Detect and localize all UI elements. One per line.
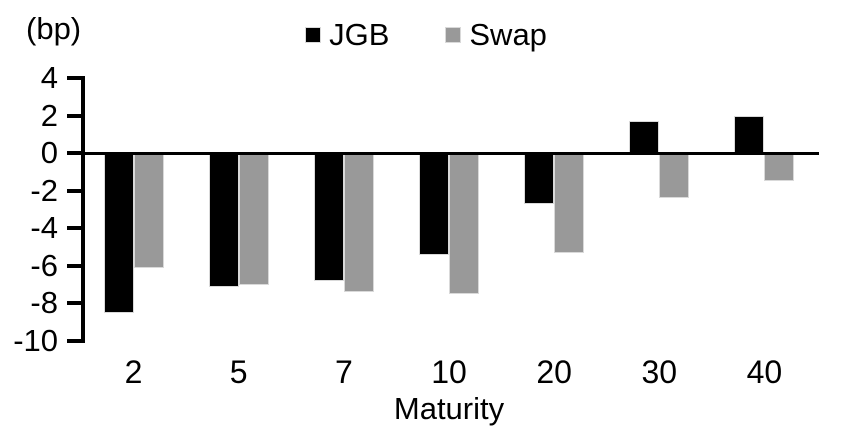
y-tick-mark [67, 113, 81, 118]
x-category-label: 10 [431, 354, 467, 390]
bar-swap-7 [343, 153, 374, 293]
legend-label-swap: Swap [469, 17, 547, 52]
bar-jgb-20 [524, 153, 555, 204]
legend: JGB Swap [0, 18, 852, 52]
legend-swatch-jgb-icon [305, 27, 322, 43]
x-category-label: 30 [641, 354, 678, 390]
y-tick-label: 4 [40, 60, 58, 95]
legend-label-jgb: JGB [329, 17, 390, 52]
x-category-label: 20 [536, 354, 572, 390]
legend-item-swap: Swap [445, 18, 547, 52]
y-axis-unit-label: (bp) [26, 11, 82, 46]
bar-swap-2 [133, 153, 164, 268]
bar-swap-20 [554, 153, 585, 253]
bar-swap-30 [659, 153, 690, 199]
x-axis-title: Maturity [393, 391, 505, 426]
bar-jgb-7 [313, 153, 344, 281]
y-tick-label: -10 [13, 323, 58, 358]
y-tick-label: 2 [40, 97, 58, 133]
y-tick-label: -4 [30, 210, 58, 246]
x-category-label: 40 [746, 354, 783, 390]
y-tick-mark [67, 226, 81, 231]
y-tick-mark [67, 301, 81, 306]
bar-jgb-40 [734, 115, 765, 154]
bar-jgb-5 [208, 153, 239, 287]
legend-item-jgb: JGB [305, 18, 389, 52]
y-tick-mark [67, 188, 81, 193]
bar-swap-40 [764, 153, 795, 182]
y-tick-label: -2 [30, 172, 58, 208]
bar-swap-10 [449, 153, 479, 295]
y-tick-label: -8 [30, 285, 58, 321]
y-tick-mark [67, 263, 81, 268]
y-tick-mark [67, 339, 81, 343]
y-tick-label: -6 [30, 247, 58, 283]
zero-axis-line [81, 151, 819, 155]
bar-jgb-10 [419, 153, 449, 255]
x-category-label: 5 [229, 354, 248, 390]
x-category-label: 7 [334, 354, 353, 390]
bar-jgb-30 [629, 121, 660, 154]
y-tick-mark [67, 151, 81, 156]
y-axis-line [81, 76, 85, 343]
y-tick-mark [67, 76, 81, 80]
y-tick-label: 0 [40, 135, 58, 171]
legend-swatch-swap-icon [445, 27, 462, 43]
bar-jgb-2 [103, 153, 134, 313]
bar-swap-5 [238, 153, 269, 285]
x-category-label: 2 [124, 354, 143, 390]
